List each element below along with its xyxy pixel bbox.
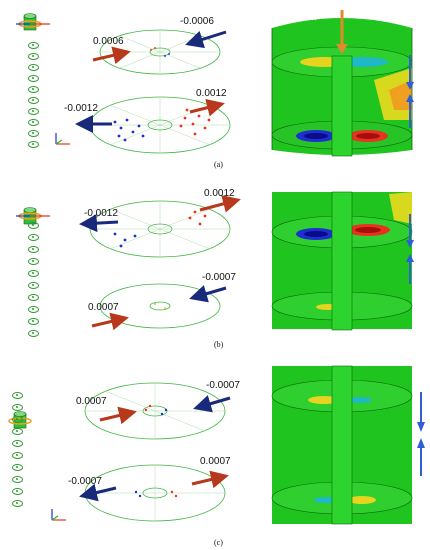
ring-element (12, 488, 23, 495)
ring-element (28, 108, 39, 115)
ring-node (16, 442, 18, 444)
ring-element (12, 452, 23, 459)
ring-element (12, 500, 23, 507)
label-a-3: -0.0012 (64, 103, 98, 114)
ring-stack (16, 10, 58, 148)
ring-element (28, 53, 39, 60)
ring-stack (8, 374, 40, 524)
load-label: 350 MPa (276, 12, 317, 23)
ring-element (28, 282, 39, 289)
ring-node (16, 406, 18, 408)
ring-element (28, 119, 39, 126)
ring-element (28, 97, 39, 104)
label-c-1: 0.0007 (76, 396, 107, 407)
label-a-1: -0.0006 (180, 16, 214, 27)
ring-stack (16, 190, 58, 337)
axis-triad (55, 133, 70, 145)
ring-node (16, 466, 18, 468)
label-a-4: 0.0012 (196, 88, 227, 99)
panel-b-arrows (79, 195, 241, 331)
ring-element (28, 330, 39, 337)
ring-node (32, 248, 34, 250)
label-c-3: -0.0007 (68, 476, 102, 487)
ring-node (32, 66, 34, 68)
ring-node (16, 430, 18, 432)
ring-node (32, 284, 34, 286)
caption-c: (c) (214, 538, 223, 547)
panel-c: 0.0007 -0.0007 -0.0007 0.0007 (c) (0, 360, 430, 550)
ring-node (32, 55, 34, 57)
upper-disk (99, 29, 221, 75)
ring-element (28, 75, 39, 82)
ring-node (32, 320, 34, 322)
ring-element (28, 294, 39, 301)
axis-triad (51, 509, 66, 521)
ring-node (32, 77, 34, 79)
ring-node (32, 121, 34, 123)
loaded-ring-icon (16, 13, 50, 31)
ring-element (28, 222, 39, 229)
ring-element (28, 141, 39, 148)
ring-node (32, 260, 34, 262)
ring-element (28, 42, 39, 49)
ring-node (16, 394, 18, 396)
ring-element (28, 246, 39, 253)
ring-element (28, 86, 39, 93)
panel-c-arrows (79, 395, 231, 502)
ring-node (32, 132, 34, 134)
ring-element (12, 416, 23, 423)
lower-disk (99, 283, 221, 329)
caption-a: (a) (214, 160, 223, 169)
ring-node (16, 502, 18, 504)
ring-element (12, 428, 23, 435)
ring-node (32, 272, 34, 274)
ring-element (28, 270, 39, 277)
ring-node (32, 143, 34, 145)
ring-node (32, 296, 34, 298)
label-b-2: 0.0012 (204, 188, 235, 199)
ring-node (32, 224, 34, 226)
label-c-2: -0.0007 (206, 380, 240, 391)
ring-element (12, 392, 23, 399)
label-a-2: 0.0006 (93, 36, 124, 47)
panel-a-arrows (75, 30, 227, 133)
label-b-3: -0.0007 (202, 272, 236, 283)
fea-contour-c (264, 362, 425, 527)
ring-node (32, 88, 34, 90)
fea-contour-a: 350 MPa (264, 10, 419, 160)
ring-element (12, 464, 23, 471)
ring-element (12, 440, 23, 447)
side-arrows-c (417, 392, 425, 476)
ring-element (12, 476, 23, 483)
ring-node (32, 99, 34, 101)
panel-b: -0.0012 0.0012 -0.0007 0.0007 (b) (0, 180, 430, 360)
caption-b: (b) (214, 340, 224, 349)
ring-node (16, 478, 18, 480)
ring-element (28, 64, 39, 71)
loaded-ring-icon (16, 207, 50, 225)
ring-node (32, 308, 34, 310)
label-b-4: 0.0007 (88, 302, 119, 313)
ring-node (32, 110, 34, 112)
ring-node (16, 490, 18, 492)
fea-contour-b (264, 184, 419, 334)
ring-element (28, 130, 39, 137)
ring-node (16, 454, 18, 456)
upper-disk (89, 200, 231, 258)
label-b-1: -0.0012 (84, 208, 118, 219)
ring-node (32, 332, 34, 334)
ring-element (28, 306, 39, 313)
ring-element (28, 318, 39, 325)
ring-node (32, 236, 34, 238)
label-c-4: 0.0007 (200, 456, 231, 467)
panel-a: -0.0006 0.0006 -0.0012 0.0012 (a) (0, 0, 430, 180)
ring-element (28, 234, 39, 241)
ring-node (32, 44, 34, 46)
ring-element (12, 404, 23, 411)
ring-element (28, 258, 39, 265)
ring-node (16, 418, 18, 420)
